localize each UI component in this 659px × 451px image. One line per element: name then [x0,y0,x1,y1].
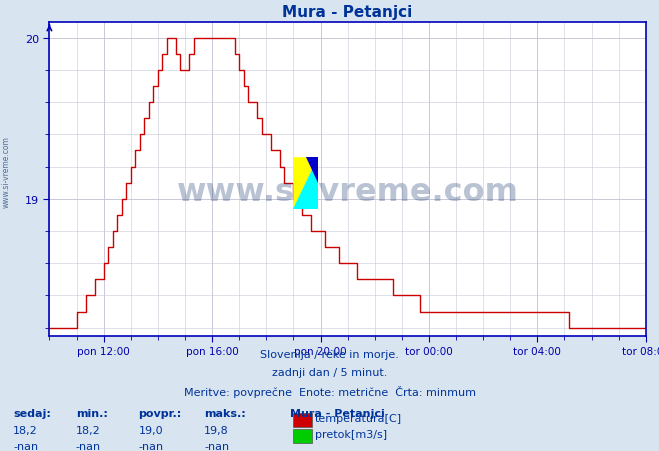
Text: -nan: -nan [204,441,229,451]
Text: 19,0: 19,0 [138,425,163,435]
Text: sedaj:: sedaj: [13,408,51,418]
Text: povpr.:: povpr.: [138,408,182,418]
Text: zadnji dan / 5 minut.: zadnji dan / 5 minut. [272,368,387,377]
Title: Mura - Petanjci: Mura - Petanjci [283,5,413,20]
Text: pretok[m3/s]: pretok[m3/s] [315,429,387,439]
Text: 18,2: 18,2 [13,425,38,435]
Polygon shape [293,158,318,210]
Text: -nan: -nan [138,441,163,451]
Text: www.si-vreme.com: www.si-vreme.com [177,176,519,207]
Polygon shape [306,158,318,184]
Text: Slovenija / reke in morje.: Slovenija / reke in morje. [260,350,399,359]
Text: maks.:: maks.: [204,408,246,418]
Text: 18,2: 18,2 [76,425,101,435]
Text: Mura - Petanjci: Mura - Petanjci [290,408,385,418]
Text: www.si-vreme.com: www.si-vreme.com [2,135,11,207]
Polygon shape [293,158,318,210]
Text: -nan: -nan [76,441,101,451]
Text: temperatura[C]: temperatura[C] [315,413,402,423]
Text: Meritve: povprečne  Enote: metrične  Črta: minmum: Meritve: povprečne Enote: metrične Črta:… [183,386,476,398]
Text: -nan: -nan [13,441,38,451]
Text: 19,8: 19,8 [204,425,229,435]
Text: min.:: min.: [76,408,107,418]
